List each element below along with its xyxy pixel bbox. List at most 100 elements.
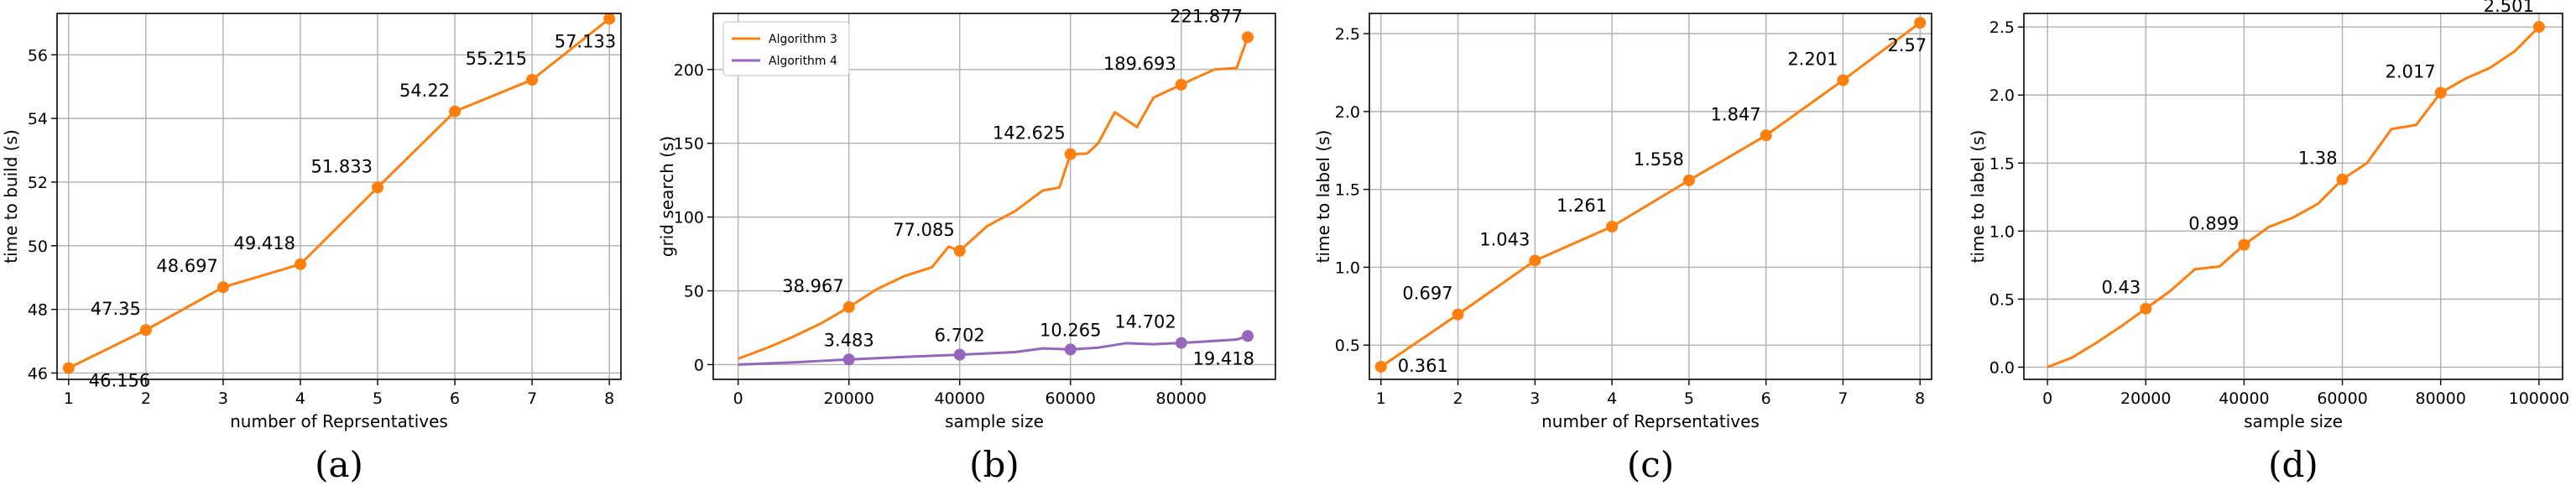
y-tick-label: 50 [28, 238, 48, 256]
plot-frame [2023, 13, 2563, 380]
y-tick-label: 1.0 [1335, 259, 1360, 277]
chart-panel-4: 0 20000 40000 60000 80000 100000 0.0 0.5 1.0 1.5 2… [1968, 0, 2569, 485]
x-tick-label: 1 [1376, 389, 1386, 408]
y-axis-label: time to label (s) [1313, 130, 1333, 264]
legend-label: Algorithm 3 [769, 33, 837, 46]
y-tick-label: 2.5 [1989, 18, 2015, 37]
data-point-marker [1241, 31, 1254, 44]
x-tick-label: 100000 [2509, 389, 2570, 408]
y-axis-label: time to build (s) [1, 129, 21, 264]
data-point-marker [139, 324, 152, 337]
data-label: 1.558 [1634, 149, 1684, 170]
y-tick-label: 100 [674, 209, 704, 227]
data-label: 47.35 [91, 299, 141, 319]
x-tick-label: 8 [1915, 389, 1925, 408]
panel-caption: (a) [315, 444, 363, 485]
chart-panel-2: 0 20000 40000 60000 80000 0 50 100 150 200 sample … [657, 6, 1276, 485]
data-label: 54.22 [399, 81, 450, 101]
data-label: 14.702 [1114, 312, 1176, 332]
data-point-marker [1837, 74, 1849, 86]
data-label: 1.847 [1711, 104, 1761, 124]
data-point-marker [842, 353, 855, 366]
data-label: 57.133 [555, 31, 616, 51]
data-point-marker [2434, 86, 2447, 99]
plot-frame [712, 13, 1276, 380]
data-label: 10.265 [1040, 320, 1101, 340]
x-tick-label: 6 [450, 389, 460, 408]
data-point-marker [1606, 220, 1619, 232]
data-label: 46.156 [89, 371, 150, 391]
legend: Algorithm 3 Algorithm 4 [722, 21, 850, 76]
x-tick-label: 40000 [935, 389, 985, 408]
y-tick-label: 46 [28, 364, 48, 383]
y-tick-label: 52 [28, 174, 48, 192]
series-line-1 [68, 18, 611, 369]
x-tick-label: 4 [1607, 389, 1617, 408]
x-tick-label: 80000 [2416, 389, 2466, 408]
data-label: 77.085 [893, 220, 954, 240]
legend-label: Algorithm 4 [769, 55, 837, 68]
y-tick-label: 1.5 [1335, 181, 1360, 200]
x-tick-label: 6 [1761, 389, 1771, 408]
x-tick-label: 20000 [2120, 389, 2171, 408]
x-axis-label: sample size [945, 411, 1044, 431]
data-point-marker [1682, 174, 1695, 186]
x-tick-label: 2 [1453, 389, 1463, 408]
data-point-marker [842, 300, 855, 313]
series-line-algorithm-4 [738, 334, 1249, 366]
data-label: 2.501 [2484, 0, 2534, 16]
x-tick-label: 5 [373, 389, 383, 408]
x-tick-label: 3 [218, 389, 228, 408]
data-point-marker [1241, 330, 1254, 342]
legend-box [722, 21, 850, 76]
x-tick-label: 40000 [2219, 389, 2269, 408]
series-line-algorithm-3 [738, 36, 1249, 360]
data-label: 19.418 [1193, 348, 1254, 368]
data-label: 1.261 [1557, 196, 1607, 216]
data-point-marker [216, 281, 229, 294]
panel-caption: (c) [1627, 444, 1674, 485]
data-point-marker [1064, 343, 1077, 356]
y-tick-label: 48 [28, 301, 48, 320]
data-label: 55.215 [466, 49, 527, 69]
data-label: 1.043 [1479, 229, 1530, 249]
y-axis-label: grid search (s) [657, 136, 677, 257]
y-tick-label: 56 [28, 46, 48, 65]
x-tick-label: 60000 [2317, 389, 2367, 408]
data-point-marker [2532, 21, 2545, 34]
data-label: 6.702 [935, 326, 985, 346]
x-tick-label: 8 [604, 389, 614, 408]
x-tick-label: 7 [527, 389, 537, 408]
x-tick-label: 0 [733, 389, 743, 408]
data-point-marker [953, 348, 966, 361]
data-label: 2.57 [1887, 35, 1927, 55]
x-tick-label: 5 [1684, 389, 1694, 408]
data-point-marker [372, 181, 384, 194]
series-line-1 [2047, 25, 2540, 368]
y-tick-label: 2.0 [1989, 86, 2015, 105]
x-tick-label: 0 [2042, 389, 2052, 408]
data-label: 221.877 [1170, 6, 1243, 26]
data-label: 3.483 [824, 330, 874, 350]
data-point-marker [1914, 17, 1927, 29]
x-tick-label: 7 [1838, 389, 1848, 408]
y-tick-label: 1.5 [1989, 154, 2015, 173]
data-label: 49.418 [233, 233, 295, 253]
data-point-marker [294, 258, 306, 270]
y-tick-label: 0.5 [1335, 337, 1360, 355]
x-tick-label: 20000 [823, 389, 873, 408]
data-label: 0.361 [1398, 356, 1448, 376]
y-tick-label: 1.0 [1989, 222, 2015, 241]
x-tick-label: 1 [64, 389, 74, 408]
y-tick-label: 50 [684, 283, 704, 301]
chart-panel-3: 1 2 3 4 5 6 7 8 0.5 1.0 1.5 2.0 2.5 number of Reprsen… [1313, 13, 1932, 485]
data-label: 48.697 [156, 256, 217, 276]
data-point-marker [449, 105, 461, 118]
data-point-marker [1175, 337, 1187, 349]
data-point-marker [1064, 148, 1077, 160]
data-point-marker [953, 244, 966, 257]
x-tick-label: 60000 [1046, 389, 1096, 408]
data-label: 2.017 [2386, 61, 2436, 81]
